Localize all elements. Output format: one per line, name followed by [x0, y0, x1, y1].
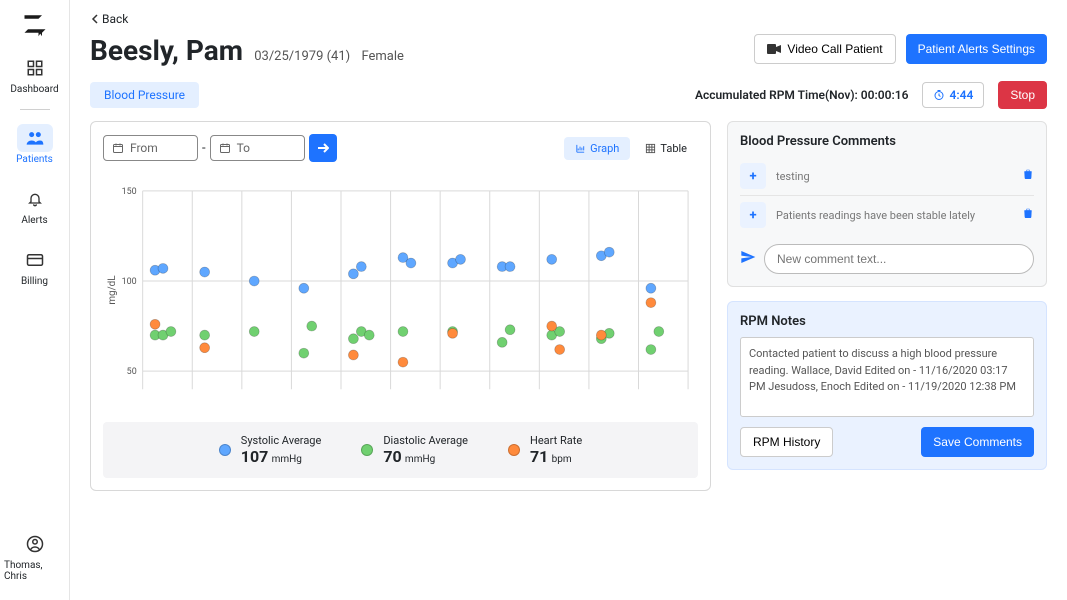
calendar-icon — [112, 142, 124, 154]
svg-text:150: 150 — [122, 187, 137, 197]
rpm-history-button[interactable]: RPM History — [740, 427, 833, 457]
sidebar-label: Alerts — [21, 215, 47, 226]
delete-comment-button[interactable] — [1022, 206, 1034, 224]
date-from-input[interactable]: From — [103, 135, 198, 161]
notes-title: RPM Notes — [740, 314, 1034, 329]
delete-comment-button[interactable] — [1022, 167, 1034, 185]
divider — [20, 109, 50, 110]
sidebar-user[interactable]: Thomas, Chris — [0, 522, 69, 590]
video-call-button[interactable]: Video Call Patient — [754, 34, 895, 64]
table-icon — [645, 143, 656, 154]
alerts-settings-button[interactable]: Patient Alerts Settings — [906, 34, 1047, 64]
comment-text: testing — [776, 170, 1012, 183]
date-to-input[interactable]: To — [210, 135, 305, 161]
expand-comment-button[interactable]: + — [740, 202, 766, 228]
calendar-icon — [219, 142, 231, 154]
back-label: Back — [102, 12, 128, 26]
metric-tag[interactable]: Blood Pressure — [90, 82, 199, 108]
main-content: Back Beesly, Pam 03/25/1979 (41) Female … — [70, 0, 1067, 600]
dot-icon — [508, 444, 520, 456]
sidebar-label: Billing — [21, 276, 48, 287]
view-table-button[interactable]: Table — [634, 137, 698, 160]
rpm-timer: 4:44 — [922, 82, 984, 108]
sidebar-user-name: Thomas, Chris — [4, 560, 65, 582]
sidebar-label: Patients — [16, 154, 53, 165]
dot-icon — [361, 444, 373, 456]
comment-row: + Patients readings have been stable late… — [740, 196, 1034, 234]
dashboard-icon — [17, 54, 53, 82]
sidebar-item-billing[interactable]: Billing — [13, 238, 57, 295]
comments-title: Blood Pressure Comments — [740, 134, 1034, 149]
bell-icon — [17, 185, 53, 213]
svg-text:mg/dL: mg/dL — [107, 275, 118, 305]
patient-dob: 03/25/1979 (41) — [254, 49, 350, 64]
patient-sex: Female — [361, 49, 403, 64]
save-comments-button[interactable]: Save Comments — [921, 427, 1034, 457]
arrow-right-icon — [317, 143, 329, 153]
date-go-button[interactable] — [309, 134, 337, 162]
user-icon — [17, 530, 53, 558]
send-icon[interactable] — [740, 249, 756, 269]
logo-icon — [21, 10, 49, 38]
sidebar-item-dashboard[interactable]: Dashboard — [6, 46, 62, 103]
chart-area: mg/dL 50 100 150 — [103, 180, 698, 414]
back-link[interactable]: Back — [90, 12, 128, 26]
averages-row: Systolic Average 107 mmHg Diastolic Aver… — [103, 422, 698, 478]
comments-panel: Blood Pressure Comments + testing + Patient… — [727, 121, 1047, 287]
clock-icon — [933, 89, 945, 101]
dot-icon — [219, 444, 231, 456]
svg-text:100: 100 — [122, 277, 137, 287]
comment-row: + testing — [740, 157, 1034, 196]
rpm-notes-panel: RPM Notes Contacted patient to discuss a… — [727, 301, 1047, 470]
sidebar: Dashboard Patients Alerts Billing Thomas… — [0, 0, 70, 600]
expand-comment-button[interactable]: + — [740, 163, 766, 189]
sidebar-item-alerts[interactable]: Alerts — [13, 177, 57, 234]
patient-header: Beesly, Pam 03/25/1979 (41) Female — [90, 34, 404, 67]
chart-card: From - To Graph — [90, 121, 711, 491]
chevron-left-icon — [90, 14, 100, 24]
sidebar-label: Dashboard — [10, 84, 58, 95]
view-graph-button[interactable]: Graph — [564, 137, 630, 160]
avg-systolic: Systolic Average 107 mmHg — [219, 434, 322, 466]
patient-name: Beesly, Pam — [90, 34, 243, 67]
sidebar-item-patients[interactable]: Patients — [12, 116, 57, 173]
avg-diastolic: Diastolic Average 70 mmHg — [361, 434, 468, 466]
video-icon — [767, 44, 781, 54]
svg-text:50: 50 — [127, 367, 137, 377]
graph-icon — [575, 143, 586, 154]
billing-icon — [17, 246, 53, 274]
rpm-accumulated: Accumulated RPM Time(Nov): 00:00:16 — [695, 88, 909, 102]
avg-heartrate: Heart Rate 71 bpm — [508, 434, 582, 466]
scatter-chart: mg/dL 50 100 150 — [103, 180, 698, 410]
patients-icon — [17, 124, 53, 152]
comment-text: Patients readings have been stable latel… — [776, 209, 1012, 222]
stop-button[interactable]: Stop — [998, 81, 1047, 109]
notes-textarea[interactable]: Contacted patient to discuss a high bloo… — [740, 337, 1034, 417]
new-comment-input[interactable] — [764, 244, 1034, 274]
